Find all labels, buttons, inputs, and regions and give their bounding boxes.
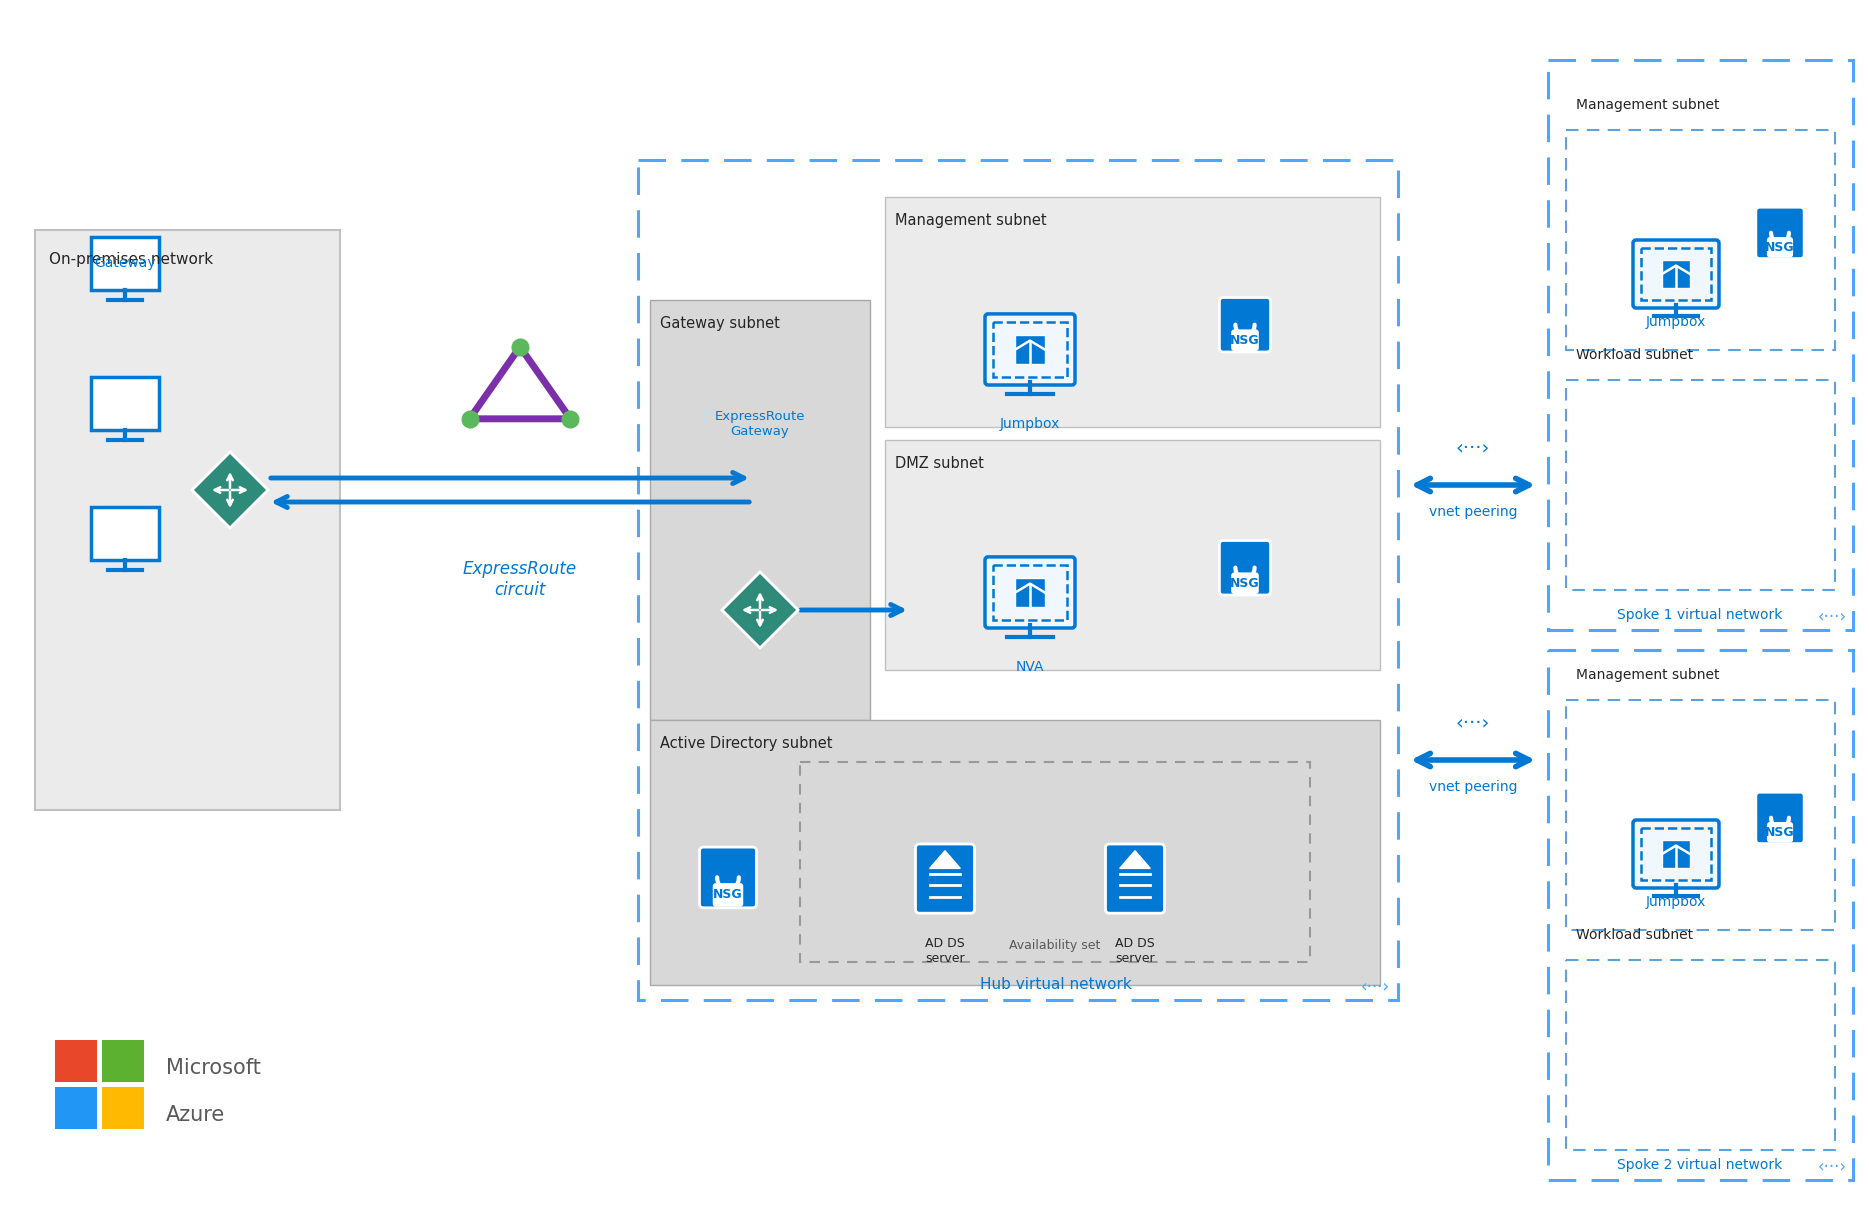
Text: vnet peering: vnet peering: [1428, 780, 1518, 793]
Polygon shape: [1120, 850, 1149, 869]
Text: Management subnet: Management subnet: [1576, 98, 1719, 112]
Text: Active Directory subnet: Active Directory subnet: [660, 736, 832, 751]
Bar: [54, 1040, 97, 1083]
FancyBboxPatch shape: [1105, 844, 1164, 914]
Bar: [1641, 248, 1712, 300]
Text: Hub virtual network: Hub virtual network: [979, 977, 1133, 991]
Text: Management subnet: Management subnet: [895, 213, 1047, 228]
Bar: [1566, 130, 1835, 350]
Text: Availability set: Availability set: [1009, 939, 1101, 953]
FancyBboxPatch shape: [699, 847, 757, 908]
Text: Spoke 1 virtual network: Spoke 1 virtual network: [1617, 608, 1783, 622]
Bar: [1662, 260, 1690, 288]
Bar: [1566, 960, 1835, 1151]
Text: Jumpbox: Jumpbox: [1000, 417, 1060, 431]
FancyBboxPatch shape: [916, 844, 974, 914]
Text: ‹···›: ‹···›: [1456, 437, 1490, 457]
Text: ‹···›: ‹···›: [1819, 608, 1847, 626]
Text: Jumpbox: Jumpbox: [1647, 315, 1706, 329]
Text: ‹···›: ‹···›: [1361, 978, 1391, 996]
FancyBboxPatch shape: [985, 556, 1075, 628]
Bar: [886, 197, 1379, 426]
Bar: [1566, 700, 1835, 929]
Bar: [92, 237, 159, 290]
Text: NSG: NSG: [714, 888, 742, 902]
Bar: [1548, 650, 1852, 1180]
Text: Management subnet: Management subnet: [1576, 668, 1719, 682]
Text: On-premises network: On-premises network: [49, 252, 213, 267]
FancyBboxPatch shape: [1232, 329, 1260, 351]
Bar: [103, 1040, 144, 1083]
Text: AD DS
server: AD DS server: [925, 937, 964, 965]
Text: Azure: Azure: [166, 1104, 226, 1125]
Bar: [54, 1087, 97, 1129]
Text: Microsoft: Microsoft: [166, 1058, 262, 1078]
Text: Workload subnet: Workload subnet: [1576, 928, 1693, 942]
Bar: [36, 230, 340, 810]
Bar: [1641, 827, 1712, 880]
FancyBboxPatch shape: [712, 883, 744, 906]
FancyBboxPatch shape: [1232, 572, 1260, 594]
Bar: [800, 762, 1310, 962]
Text: Jumpbox: Jumpbox: [1647, 895, 1706, 909]
FancyBboxPatch shape: [1219, 298, 1271, 352]
FancyBboxPatch shape: [1766, 823, 1792, 842]
Bar: [650, 720, 1379, 985]
Bar: [1015, 335, 1045, 364]
Polygon shape: [193, 452, 267, 529]
Bar: [886, 440, 1379, 669]
FancyBboxPatch shape: [985, 313, 1075, 385]
Text: Workload subnet: Workload subnet: [1576, 347, 1693, 362]
Bar: [637, 160, 1398, 1000]
FancyBboxPatch shape: [1634, 820, 1719, 888]
Bar: [992, 322, 1067, 377]
Text: NSG: NSG: [1764, 241, 1794, 254]
FancyBboxPatch shape: [1219, 541, 1271, 595]
Text: ‹···›: ‹···›: [1819, 1158, 1847, 1176]
Bar: [103, 1087, 144, 1129]
Bar: [1662, 840, 1690, 868]
Bar: [1548, 60, 1852, 631]
Bar: [650, 300, 869, 720]
Bar: [1566, 380, 1835, 590]
Text: Gateway: Gateway: [93, 256, 155, 270]
FancyBboxPatch shape: [1766, 237, 1792, 258]
Bar: [92, 507, 159, 560]
Text: NSG: NSG: [1230, 577, 1260, 589]
Text: Gateway subnet: Gateway subnet: [660, 316, 779, 330]
Text: vnet peering: vnet peering: [1428, 505, 1518, 519]
FancyBboxPatch shape: [1755, 792, 1804, 843]
Text: NVA: NVA: [1015, 660, 1045, 674]
Text: NSG: NSG: [1230, 334, 1260, 346]
Bar: [992, 565, 1067, 620]
Text: NSG: NSG: [1764, 826, 1794, 838]
Text: Spoke 2 virtual network: Spoke 2 virtual network: [1617, 1158, 1783, 1172]
Text: ‹···›: ‹···›: [1456, 713, 1490, 731]
FancyBboxPatch shape: [1755, 208, 1804, 259]
Bar: [1015, 578, 1045, 608]
Text: ExpressRoute
circuit: ExpressRoute circuit: [464, 560, 578, 599]
FancyBboxPatch shape: [1634, 241, 1719, 307]
Polygon shape: [929, 850, 961, 869]
Text: AD DS
server: AD DS server: [1116, 937, 1155, 965]
Text: ExpressRoute
Gateway: ExpressRoute Gateway: [714, 409, 806, 437]
Polygon shape: [721, 572, 798, 648]
Bar: [92, 377, 159, 430]
Text: DMZ subnet: DMZ subnet: [895, 456, 983, 471]
